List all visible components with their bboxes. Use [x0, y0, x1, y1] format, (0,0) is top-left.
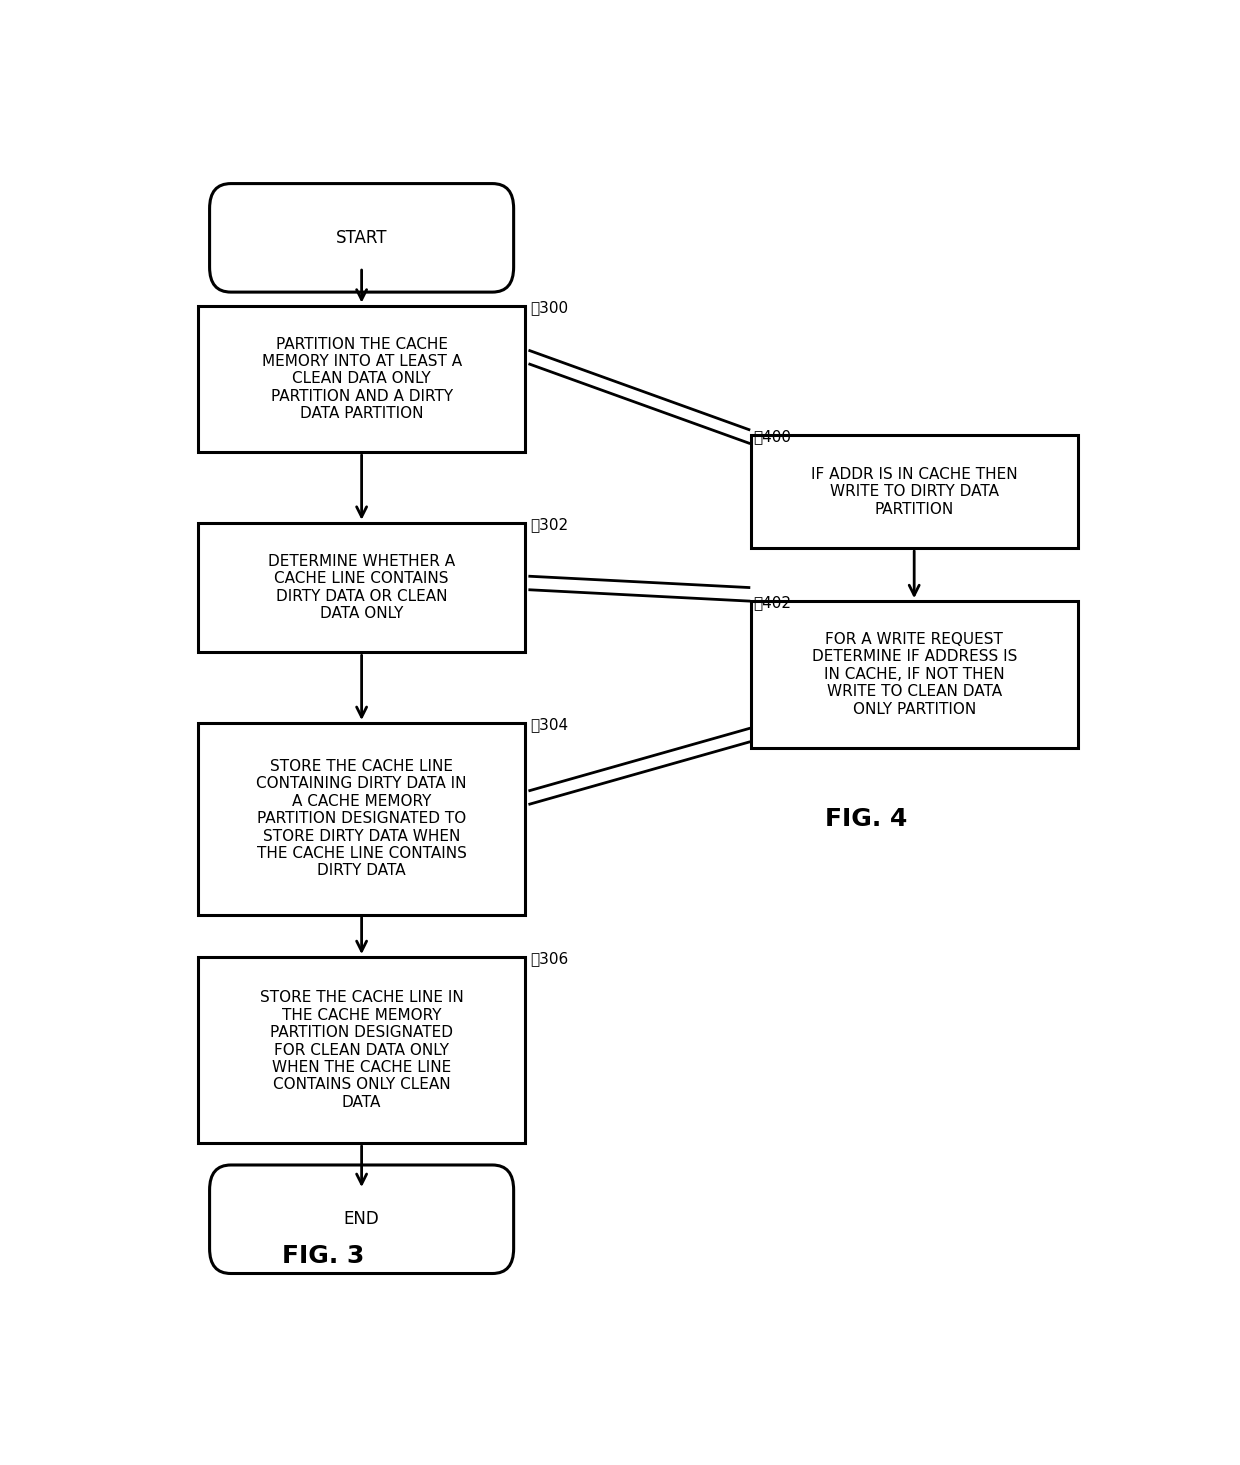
Bar: [751, 601, 1078, 747]
Bar: [751, 435, 1078, 548]
Text: ⤷400: ⤷400: [754, 429, 791, 444]
Text: IF ADDR IS IN CACHE THEN
WRITE TO DIRTY DATA
PARTITION: IF ADDR IS IN CACHE THEN WRITE TO DIRTY …: [811, 467, 1018, 517]
Text: FIG. 3: FIG. 3: [281, 1244, 365, 1269]
Text: END: END: [343, 1210, 379, 1228]
Text: ⤷306: ⤷306: [529, 951, 568, 967]
Text: FIG. 4: FIG. 4: [825, 807, 908, 831]
Text: STORE THE CACHE LINE
CONTAINING DIRTY DATA IN
A CACHE MEMORY
PARTITION DESIGNATE: STORE THE CACHE LINE CONTAINING DIRTY DA…: [257, 759, 467, 879]
Text: ⤷302: ⤷302: [529, 517, 568, 532]
Text: STORE THE CACHE LINE IN
THE CACHE MEMORY
PARTITION DESIGNATED
FOR CLEAN DATA ONL: STORE THE CACHE LINE IN THE CACHE MEMORY…: [259, 990, 464, 1110]
Text: PARTITION THE CACHE
MEMORY INTO AT LEAST A
CLEAN DATA ONLY
PARTITION AND A DIRTY: PARTITION THE CACHE MEMORY INTO AT LEAST…: [262, 337, 461, 420]
Text: ⤷300: ⤷300: [529, 300, 568, 315]
Bar: [198, 957, 525, 1143]
Bar: [198, 722, 525, 914]
Text: START: START: [336, 229, 387, 246]
Bar: [198, 306, 525, 453]
Text: ⤷304: ⤷304: [529, 718, 568, 732]
FancyBboxPatch shape: [210, 1165, 513, 1273]
Text: FOR A WRITE REQUEST
DETERMINE IF ADDRESS IS
IN CACHE, IF NOT THEN
WRITE TO CLEAN: FOR A WRITE REQUEST DETERMINE IF ADDRESS…: [811, 631, 1017, 716]
FancyBboxPatch shape: [210, 183, 513, 292]
Text: DETERMINE WHETHER A
CACHE LINE CONTAINS
DIRTY DATA OR CLEAN
DATA ONLY: DETERMINE WHETHER A CACHE LINE CONTAINS …: [268, 554, 455, 621]
Bar: [198, 523, 525, 652]
Text: ⤷402: ⤷402: [754, 595, 791, 611]
